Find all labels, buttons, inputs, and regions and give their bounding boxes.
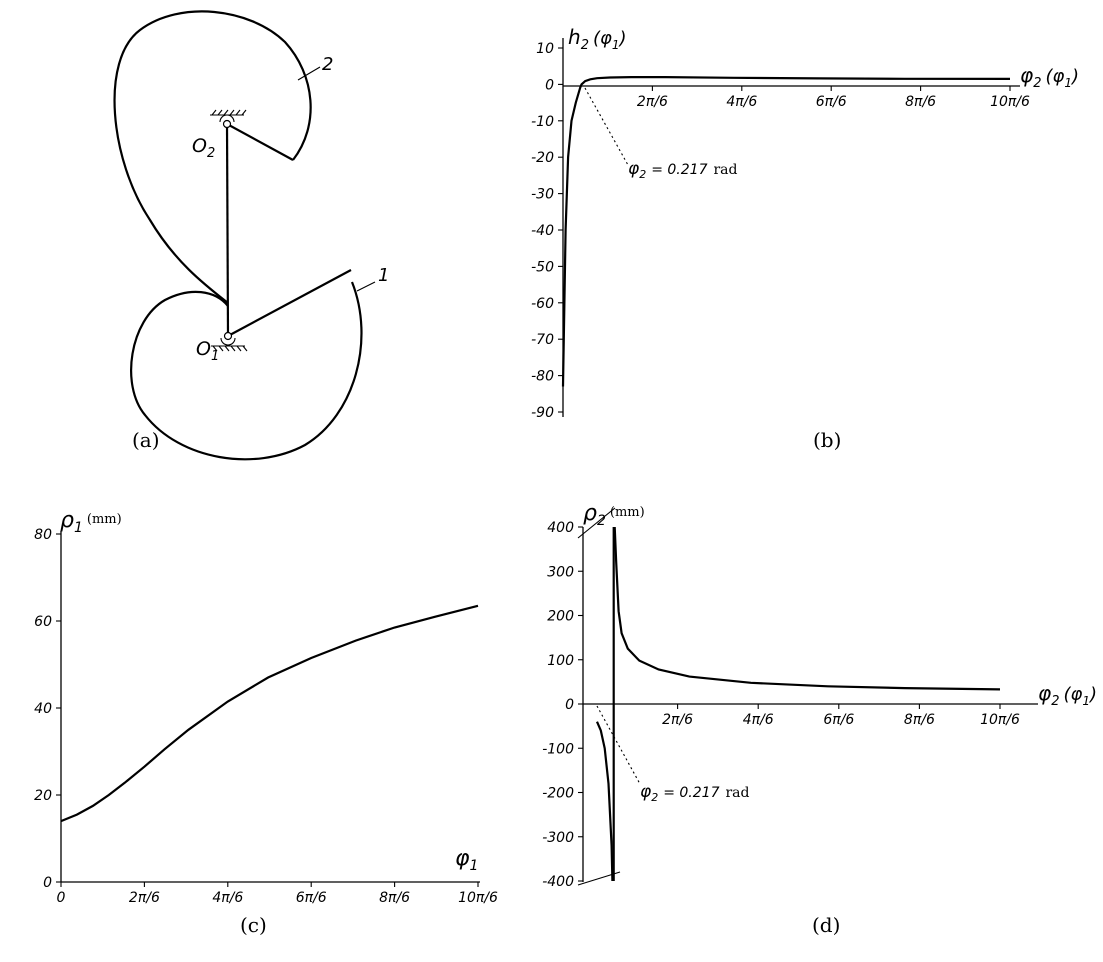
chart-c-xtick-label: 0 — [57, 890, 66, 906]
chart-c-xtick-label: 2π/6 — [129, 890, 160, 906]
chart-b-ytick-label: -70 — [531, 332, 554, 348]
chart-b-ytick-label: -30 — [531, 187, 554, 203]
chart-c-ytick-label: 60 — [34, 614, 52, 630]
caption-a: (a) — [132, 428, 160, 452]
chart-d-series-line — [613, 526, 1001, 691]
chart-b-y-label: h2 (φ1) — [568, 25, 627, 53]
center-link — [225, 123, 230, 337]
chart-b-ytick-label: -90 — [531, 405, 554, 421]
chart-b: 10 0 -10 -20 -30 -40 -50 -60 -70 -80 -90 2π/6 4π/6 6… — [531, 25, 1079, 452]
chart-c-xtick-label: 10π/6 — [458, 890, 498, 906]
o1-ground-support — [211, 331, 248, 352]
chart-b-series-line — [561, 76, 1011, 387]
chart-b-xtick-label: 8π/6 — [905, 94, 936, 110]
chart-d-xticks: 2π/6 4π/6 6π/6 8π/6 10π/6 — [662, 704, 1020, 728]
chart-c-y-label: ρ1(mm) — [60, 508, 122, 536]
chart-d-ytick-label: 200 — [547, 609, 574, 625]
chart-b-ytick-label: 10 — [536, 41, 554, 57]
chart-d-ytick-label: -200 — [542, 786, 574, 802]
chart-d-series-line — [595, 721, 614, 882]
label-o2: O2 — [192, 135, 215, 161]
chart-d-xtick-label: 8π/6 — [904, 712, 935, 728]
chart-b-series — [561, 76, 1011, 387]
chart-b-xtick-label: 10π/6 — [990, 94, 1030, 110]
label-gear-2: 2 — [322, 54, 333, 75]
leader-gear-2 — [297, 66, 321, 81]
chart-c-x-label: φ1 — [455, 846, 478, 874]
chart-b-xtick-label: 2π/6 — [637, 94, 668, 110]
chart-d-annotation: φ2 = 0.217 rad — [640, 782, 750, 804]
chart-b-annotation: φ2 = 0.217 rad — [628, 159, 738, 181]
chart-b-ytick-label: -60 — [531, 296, 554, 312]
caption-d: (d) — [812, 913, 840, 937]
gear-2-outline — [113, 10, 312, 304]
chart-d-series — [595, 526, 1001, 882]
chart-d-ytick-label: 300 — [547, 564, 574, 580]
o2-ground-support — [210, 109, 247, 129]
chart-b-ytick-label: -20 — [531, 150, 554, 166]
panel-a-mechanism: O2 O1 2 1 (a) — [113, 10, 389, 461]
chart-c-xtick-label: 8π/6 — [379, 890, 410, 906]
label-o1: O1 — [196, 338, 219, 364]
chart-d-xtick-label: 2π/6 — [662, 712, 693, 728]
chart-c-xticks: 0 2π/6 4π/6 6π/6 8π/6 10π/6 — [57, 882, 498, 906]
label-gear-1: 1 — [378, 265, 389, 286]
chart-b-ytick-label: -80 — [531, 369, 554, 385]
chart-d-ytick-label: -100 — [542, 741, 574, 757]
chart-d-ytick-label: 100 — [547, 653, 574, 669]
chart-c-xtick-label: 6π/6 — [296, 890, 327, 906]
chart-b-ytick-label: -50 — [531, 259, 554, 275]
chart-b-ytick-label: -40 — [531, 223, 554, 239]
chart-d-ytick-label: -400 — [542, 874, 574, 890]
chart-d-xtick-label: 4π/6 — [743, 712, 774, 728]
chart-d-ytick-label: 0 — [565, 697, 574, 713]
chart-c-ytick-label: 0 — [43, 875, 52, 891]
chart-c-ytick-label: 40 — [34, 701, 52, 717]
chart-b-xticks: 2π/6 4π/6 6π/6 8π/6 10π/6 — [637, 86, 1030, 110]
chart-d-y-label: ρ2(mm) — [583, 501, 645, 529]
caption-b: (b) — [813, 428, 841, 452]
chart-c-series-line — [60, 604, 479, 823]
chart-d-ytick-label: 400 — [547, 520, 574, 536]
chart-c-xtick-label: 4π/6 — [212, 890, 243, 906]
chart-c-ytick-label: 20 — [34, 788, 52, 804]
chart-d-xtick-label: 6π/6 — [823, 712, 854, 728]
caption-c: (c) — [240, 913, 267, 937]
chart-b-ytick-label: -10 — [531, 114, 554, 130]
gear-2-arm — [226, 123, 294, 161]
chart-c-yticks: 0 20 40 60 80 — [34, 527, 61, 891]
chart-d-ytick-label: -300 — [542, 830, 574, 846]
chart-d-x-label: φ2 (φ1) — [1038, 681, 1097, 709]
chart-d: 400 300 200 100 0 -100 -200 -300 -400 2π/6 4π/6 6π… — [542, 501, 1097, 937]
chart-b-xtick-label: 4π/6 — [726, 94, 757, 110]
chart-c-ytick-label: 80 — [34, 527, 52, 543]
gear-1-arm — [227, 269, 352, 337]
leader-gear-1 — [356, 281, 376, 292]
chart-c-series — [60, 604, 479, 823]
chart-d-xtick-label: 10π/6 — [980, 712, 1020, 728]
gear-1-outline — [130, 281, 363, 461]
chart-b-yticks: 10 0 -10 -20 -30 -40 -50 -60 -70 -80 -90 — [531, 41, 563, 421]
chart-d-yticks: 400 300 200 100 0 -100 -200 -300 -400 — [542, 520, 583, 890]
chart-b-ytick-label: 0 — [545, 77, 554, 93]
chart-b-xtick-label: 6π/6 — [816, 94, 847, 110]
chart-b-x-label: φ2 (φ1) — [1020, 63, 1079, 91]
chart-b-annotation-leader — [584, 87, 629, 166]
